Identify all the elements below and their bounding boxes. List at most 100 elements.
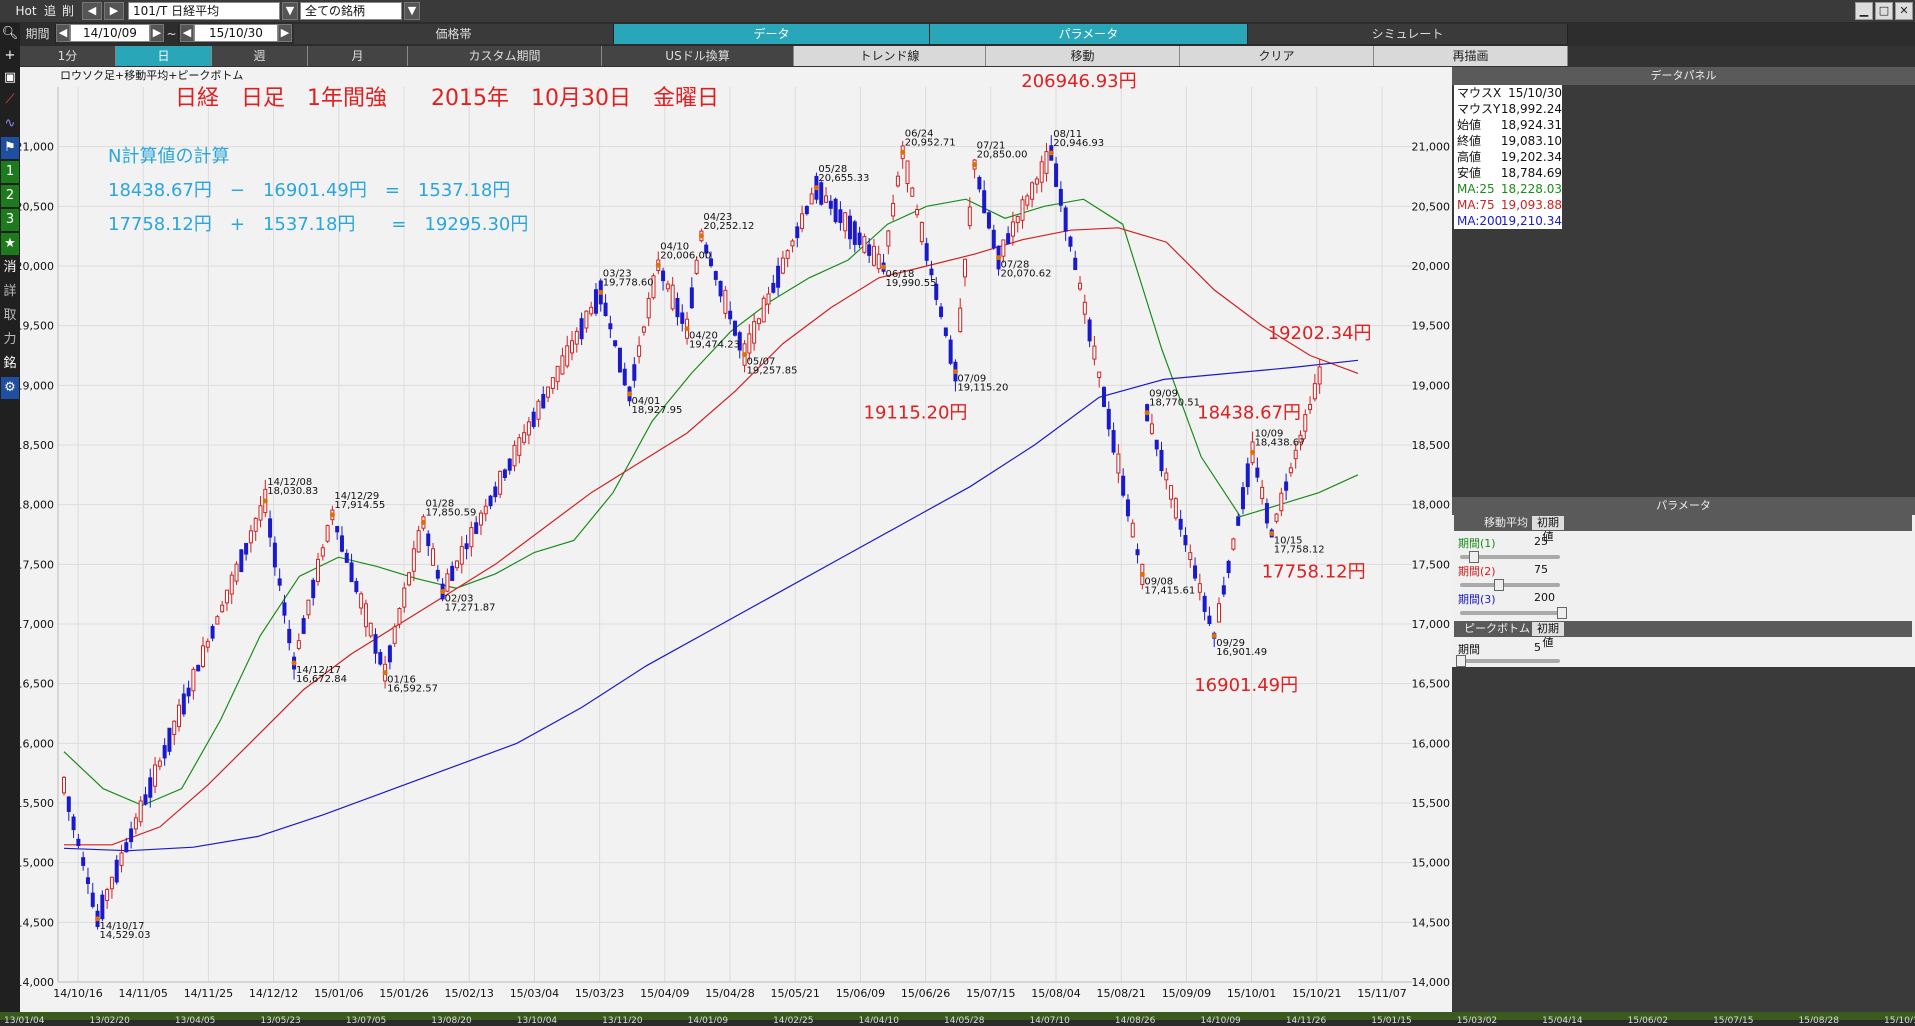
param1-slider[interactable] [1460,555,1560,559]
param4-thumb[interactable] [1456,655,1466,667]
tab-daily[interactable]: 日 [116,46,212,66]
next-symbol-button[interactable]: ▶ [104,2,124,20]
tab-trendline[interactable]: トレンド線 [794,46,986,66]
tab-custom-period[interactable]: カスタム期間 [408,46,602,66]
one-icon[interactable]: 1 [1,161,19,183]
tab-weekly[interactable]: 週 [212,46,308,66]
candle-body [105,888,110,902]
peak-reset-button[interactable]: 初期値 [1532,622,1564,649]
param1-thumb[interactable] [1469,551,1479,563]
tab-price-band[interactable]: 価格帯 [294,24,614,44]
tab-redraw[interactable]: 再描画 [1374,46,1568,66]
peak-value-label: 17,850.59 [425,507,476,518]
input-icon[interactable]: 力 [3,332,17,347]
detail-icon[interactable]: 詳 [3,284,17,299]
tab-move[interactable]: 移動 [986,46,1180,66]
chart-area[interactable]: 14/10/17 14,529.03 14/12/08 18,030.83 14/12/… [20,67,1412,1012]
tilde-label: ~ [165,24,179,44]
hot-button[interactable]: Hot [15,4,37,18]
peak-value-label: 20,252.12 [703,221,754,232]
param3-thumb[interactable] [1557,607,1567,619]
delete-button[interactable]: 削 [61,4,74,18]
group-dropdown-icon[interactable]: ▼ [404,2,420,20]
x-tick-label: 15/03/04 [510,987,559,1000]
candle-body [469,527,474,548]
minimize-icon[interactable]: ▁ [1855,2,1873,20]
maximize-icon[interactable]: □ [1875,2,1893,20]
n-calc-line: 17758.12円 + 1537.18円 = 19295.30円 [108,214,528,235]
group-select[interactable]: 全ての銘柄 [300,2,402,20]
candle-body [109,876,114,890]
date-to-input[interactable]: 15/10/30 [194,24,278,42]
param2-thumb[interactable] [1494,579,1504,591]
date-to-prev-icon[interactable]: ◀ [180,24,194,42]
y-tick-label-right: 20,000 [1412,260,1450,273]
peak-value-label: 18,030.83 [267,486,318,497]
gear-icon[interactable]: ⚙ [1,377,19,399]
close-icon[interactable]: ✕ [1895,2,1913,20]
candle-body [1121,475,1126,496]
symbol-dropdown-icon[interactable]: ▼ [282,2,298,20]
star-icon[interactable]: ★ [1,233,19,255]
peak-value-label: 16,592.57 [387,684,438,695]
candle-body [838,209,843,223]
add-button[interactable]: 追 [43,4,56,18]
candle-body [1154,439,1159,450]
ma-reset-button[interactable]: 初期値 [1532,516,1564,543]
candle-body [512,444,517,467]
param3-label: 期間(3) [1458,593,1496,606]
peak-date-label: 07/21 [977,141,1006,152]
candle-body [85,877,90,885]
search-icon[interactable]: 🔍︎ [1,26,19,41]
candle-body [780,257,785,274]
erase-icon[interactable]: 消 [3,260,17,275]
data-row: 終値 19,083.10 [1454,133,1562,149]
prev-symbol-button[interactable]: ◀ [82,2,102,20]
param3-value[interactable]: 200 [1534,591,1555,604]
param2-slider[interactable] [1460,583,1560,587]
flag-icon[interactable]: ⚑ [1,137,19,159]
tab-clear[interactable]: クリア [1180,46,1374,66]
candle-body [129,828,134,843]
tab-1min[interactable]: 1分 [20,46,116,66]
candle-body [546,386,551,398]
date-from-next-icon[interactable]: ▶ [150,24,164,42]
peak-date-label: 14/12/08 [267,477,312,488]
peak-marker [1144,410,1150,416]
tab-parameter[interactable]: パラメータ [930,24,1248,44]
param4-value[interactable]: 5 [1534,641,1541,654]
peak-date-label: 09/29 [1216,638,1245,649]
three-icon[interactable]: 3 [1,209,19,231]
line-icon[interactable]: ⟋ [5,92,15,107]
peak-marker [698,233,704,239]
tab-simulate[interactable]: シミュレート [1248,24,1568,44]
date-from-prev-icon[interactable]: ◀ [56,24,70,42]
overview-axis: 13/01/04 13/02/20 13/04/05 13/05/23 13/07/05… [4,1016,1915,1026]
tab-monthly[interactable]: 月 [308,46,408,66]
tab-data[interactable]: データ [614,24,930,44]
date-to-next-icon[interactable]: ▶ [278,24,292,42]
camera-icon[interactable]: ▣ [3,70,17,85]
two-icon[interactable]: 2 [1,185,19,207]
tab-usd-conversion[interactable]: USドル換算 [602,46,794,66]
param4-slider[interactable] [1460,659,1560,663]
candle-body [1149,423,1154,434]
param3-slider[interactable] [1460,611,1560,615]
param2-value[interactable]: 75 [1534,563,1548,576]
wave-icon[interactable]: ∿ [4,116,16,131]
candle-body [1034,178,1039,185]
crosshair-icon[interactable]: + [4,48,16,63]
param1-value[interactable]: 25 [1534,535,1548,548]
date-from-input[interactable]: 14/10/09 [70,24,150,42]
peak-date-label: 01/16 [387,675,416,686]
brand-icon[interactable]: 銘 [3,356,17,371]
candle-body [526,421,531,436]
overview-strip[interactable]: 13/01/04 13/02/20 13/04/05 13/05/23 13/07/05… [0,1012,1915,1026]
right-axis-area [1412,67,1452,1012]
candle-body [517,437,522,456]
data-panel-title: データパネル [1452,67,1915,85]
candle-body [488,495,493,507]
symbol-input[interactable]: 101/T 日経平均 [128,2,280,20]
trade-icon[interactable]: 取 [3,308,17,323]
